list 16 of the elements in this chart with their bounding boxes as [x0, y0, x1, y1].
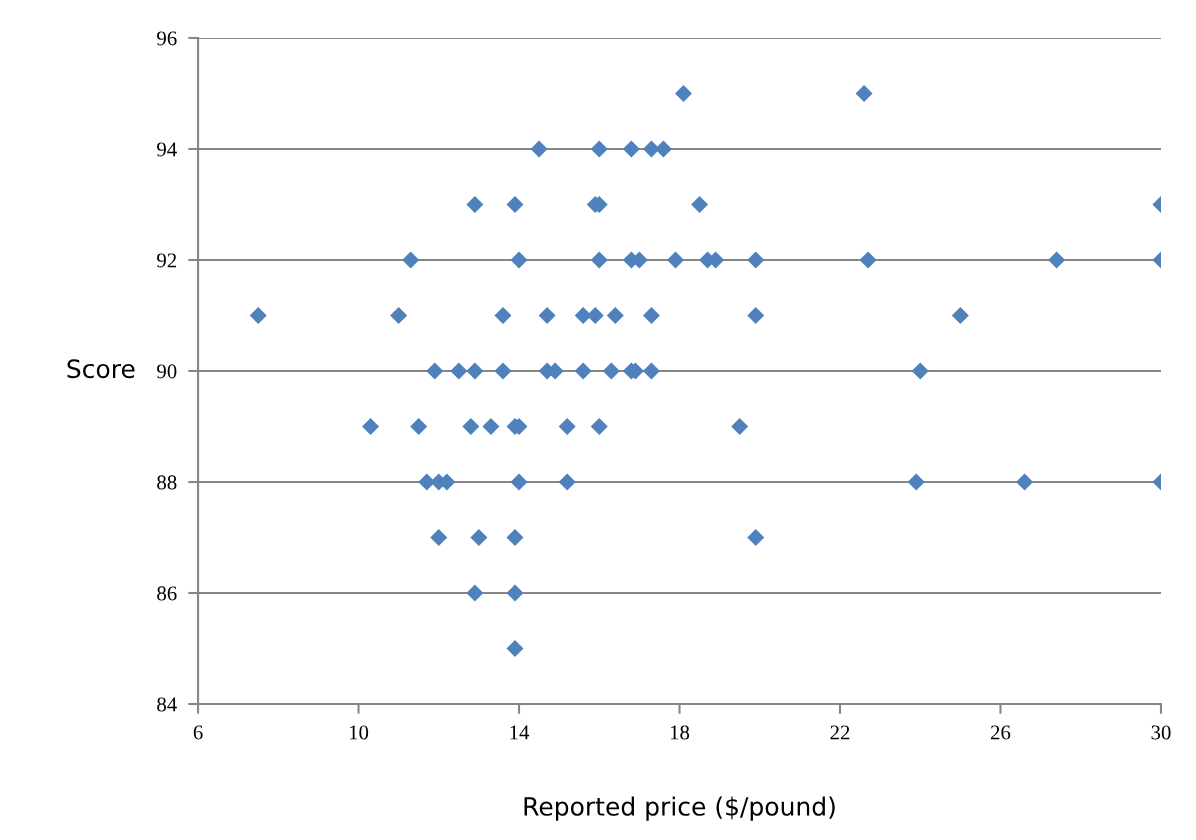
x-tick-label: 6 — [193, 725, 203, 740]
y-tick-label: 88 — [157, 475, 177, 490]
x-axis-title: Reported price ($/pound) — [524, 796, 835, 821]
x-tick-label: 22 — [830, 725, 850, 740]
y-tick-label: 90 — [157, 364, 177, 379]
y-tick-label: 84 — [157, 697, 177, 712]
x-tick-label: 26 — [990, 725, 1011, 740]
y-tick-label: 96 — [157, 31, 177, 46]
x-tick-label: 10 — [349, 725, 369, 740]
y-tick-label: 94 — [157, 142, 177, 157]
y-tick-label: 92 — [157, 253, 177, 268]
x-tick-label: 30 — [1151, 725, 1171, 740]
x-tick-label: 14 — [510, 725, 530, 740]
x-tick-label: 18 — [670, 725, 690, 740]
y-axis-title: Score — [67, 359, 135, 379]
y-tick-label: 86 — [157, 586, 177, 601]
